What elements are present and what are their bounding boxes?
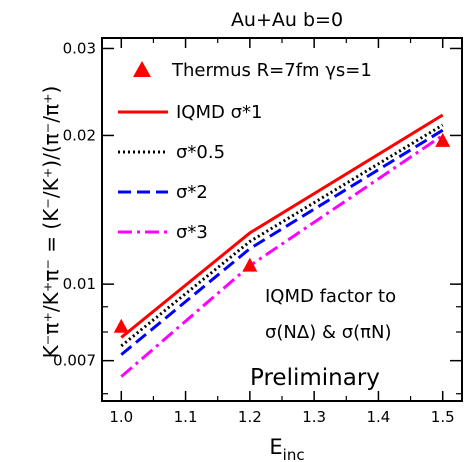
annotations: IQMD factor to σ(NΔ) & σ(πN) Preliminary bbox=[250, 286, 396, 391]
x-tick-label: 1.4 bbox=[366, 408, 390, 426]
annotation-iqmd-factor: IQMD factor to bbox=[265, 286, 396, 307]
y-axis-label: K⁻π⁺/K⁺π⁻ = (K⁻/K⁺)/(π⁻/π⁺) bbox=[39, 86, 63, 359]
data-point-triangle bbox=[242, 257, 258, 272]
legend-entry-label: Thermus R=7fm γs=1 bbox=[171, 60, 372, 81]
legend: Thermus R=7fm γs=1 IQMD σ*1 σ*0.5 σ*2 σ*3 bbox=[118, 60, 372, 243]
annotation-cross-sections: σ(NΔ) & σ(πN) bbox=[265, 322, 391, 343]
legend-marker bbox=[133, 61, 151, 77]
x-tick-label: 1.1 bbox=[174, 408, 198, 426]
data-point-triangle bbox=[113, 318, 129, 333]
plot-frame bbox=[101, 37, 463, 402]
series-line-1 bbox=[120, 113, 444, 339]
data-markers bbox=[113, 132, 451, 333]
y-tick-label: 0.01 bbox=[63, 275, 96, 293]
x-axis-label: Einc bbox=[269, 435, 304, 462]
x-axis-label-subscript: inc bbox=[283, 446, 305, 462]
y-tick-label: 0.02 bbox=[63, 126, 96, 144]
x-axis-label-main: E bbox=[269, 435, 282, 459]
y-tick-label: 0.03 bbox=[63, 39, 96, 57]
x-tick-label: 1.0 bbox=[109, 408, 133, 426]
x-tick-label: 1.5 bbox=[431, 408, 455, 426]
legend-entry-label: σ*2 bbox=[176, 182, 208, 203]
legend-entry-label: σ*3 bbox=[176, 222, 208, 243]
axis-ticks: 1.0 1.1 1.2 1.3 1.4 1.5 0.007 0.01 0.02 0.03 bbox=[53, 38, 462, 426]
legend-entry-label: IQMD σ*1 bbox=[176, 102, 262, 123]
data-point-triangle bbox=[435, 132, 451, 147]
chart-title: Au+Au b=0 bbox=[231, 9, 343, 31]
y-tick-label: 0.007 bbox=[53, 352, 96, 370]
x-tick-label: 1.2 bbox=[238, 408, 262, 426]
series-line-2 bbox=[120, 123, 444, 348]
annotation-preliminary: Preliminary bbox=[250, 365, 380, 391]
legend-entry-label: σ*0.5 bbox=[176, 142, 225, 163]
x-tick-label: 1.3 bbox=[302, 408, 326, 426]
